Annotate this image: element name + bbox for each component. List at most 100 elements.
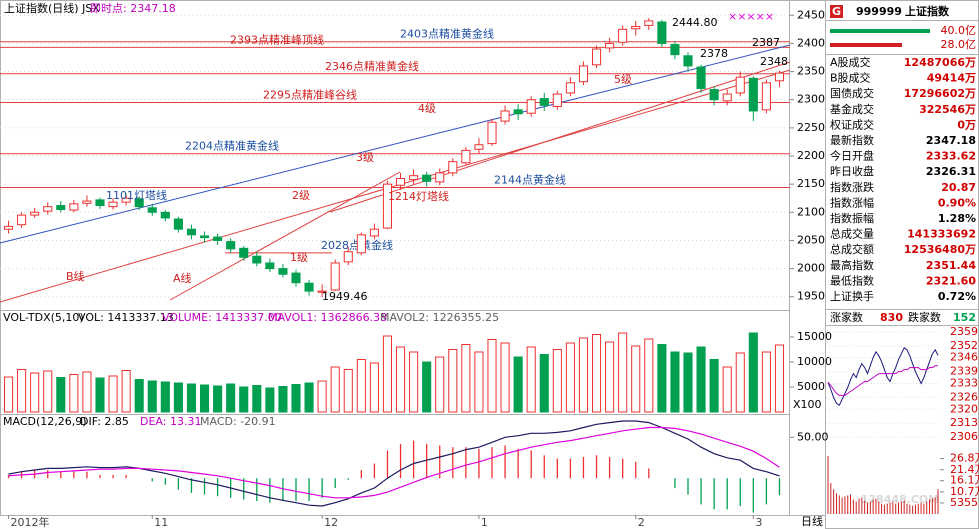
candle-body [95,199,105,207]
candle-body [69,203,79,211]
y-tick-label: 5000 [797,380,825,393]
candle-body [199,235,210,239]
quote-value: 49414万 [927,72,976,85]
panel-header: MAVOL1: 1362866.38 [268,311,387,324]
quote-value: 2333.62 [926,150,976,163]
annotation: A线 [173,271,192,285]
x-tick-label: 2012年 [11,515,50,529]
panel-header: DEA: 13.31 [140,415,201,428]
volume-bar [108,375,118,413]
quote-value: 2321.60 [926,274,976,287]
volume-bar [369,362,379,413]
volume-bar [134,379,144,413]
x-tick-label: 1 [481,516,488,529]
volume-bar [644,338,654,413]
candle-body [670,44,680,56]
volume-bar [461,344,471,413]
candle-body [356,234,366,254]
volume-bar [121,370,131,413]
candle-body [552,93,562,107]
volume-bar [618,332,628,413]
volume-bar [239,386,249,413]
y-tick-label: 26.8万 [950,452,979,465]
y-tick-label: 2150 [797,177,825,190]
candle-body [343,251,353,263]
candle-body [278,268,288,275]
candle-body [186,228,197,236]
candle-body [735,76,745,94]
candle-body [683,55,693,67]
quote-label: 总成交额 [830,242,874,256]
volume-bar [330,366,340,413]
candle-body [435,172,445,183]
volume-bar [343,369,353,413]
volume-bar [265,387,275,413]
panel-header: VOL: 1413337.13 [78,311,174,324]
volume-bar [605,341,615,413]
volume-bar [395,346,406,413]
y-tick-label: 2352 [950,339,978,352]
volume-bar [3,376,14,413]
quote-value: 322546万 [919,103,976,116]
quote-label: 指数振幅 [830,211,874,225]
candle-body [618,28,628,43]
volume-bar [722,366,732,413]
y-tick-label: 2300 [797,93,825,106]
volume-bar [435,356,445,413]
candle-body [369,228,379,237]
quote-label: 昨日收盘 [830,164,874,178]
y-tick-label: 2326 [950,390,978,403]
x-tick-label: 3 [755,516,762,529]
tab[interactable]: 日线 [801,514,823,528]
y-tick-label: 2000 [797,262,825,275]
volume-bar [17,369,27,413]
breadth-label: 跌家数 [908,310,941,324]
quote-label: 指数涨幅 [830,195,874,209]
volume-bar [670,351,680,413]
annotation: 1101灯塔线 [106,188,167,202]
volume-bar [69,374,79,413]
price-line [827,365,938,396]
panel-header: DIF: 2.85 [80,415,129,428]
candle-body [578,65,589,83]
unit-label: X100 [793,398,822,411]
watermark: 178448.COM [861,493,939,506]
volume-bar [213,385,223,413]
volume-bar [252,385,262,413]
volume-bar [409,351,419,413]
candle-body [291,272,301,284]
volume-bar [448,349,458,413]
candle-body [500,110,510,122]
candle-body [513,109,523,115]
annotation: B线 [66,269,85,283]
price-line [827,347,939,407]
volume-bar [774,344,785,413]
breadth-label: 涨家数 [830,310,863,324]
chart-subtitle: 即时点: 2347.18 [90,2,176,15]
annotation: 1级 [290,251,308,264]
volume-bar [147,380,157,413]
breadth-value: 830 [880,311,903,324]
candle-body [644,20,654,26]
candle-body [160,211,170,219]
candle-body [487,121,497,145]
volume-bar [696,346,706,413]
volume-bar [539,354,549,413]
annotation: 2387 [752,36,780,49]
annotation: 3级 [356,151,374,164]
y-tick-label: 21.4万 [950,463,979,476]
candle-body [330,262,340,291]
trend-line [329,61,791,213]
candle-body [696,66,706,89]
y-tick-label: 10000 [797,355,832,368]
quote-label: B股成交 [830,71,871,85]
y-tick-label: 2313 [950,416,978,429]
candle-body [474,144,484,150]
badge-text: G [832,5,841,18]
candle-body [56,205,66,210]
candle-body [774,72,785,82]
quote-label: 国债成交 [830,86,874,100]
badge [830,5,843,18]
panel-header: MAVOL2: 1226355.25 [380,311,499,324]
